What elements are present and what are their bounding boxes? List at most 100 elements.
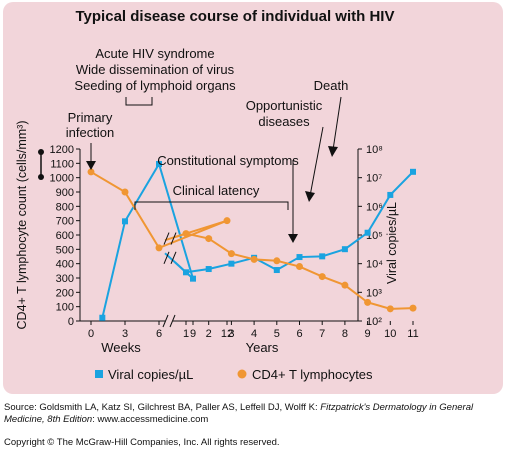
cd4-data-point [250, 255, 258, 263]
source-citation: Source: Goldsmith LA, Katz SI, Gilchrest… [4, 402, 504, 426]
left-tick-label: 700 [56, 216, 74, 228]
left-tick-label: 400 [56, 259, 74, 271]
left-tick-label: 600 [56, 230, 74, 242]
annotation-latency: Clinical latency [173, 183, 260, 198]
viral-data-point [190, 275, 196, 282]
annotation-opportunistic-2: diseases [258, 114, 310, 129]
viral-data-point [341, 246, 348, 253]
x-tick-label: 6 [156, 328, 162, 340]
cd4-data-point [155, 244, 163, 252]
line-break-mark [170, 251, 177, 264]
line-break-mark [170, 232, 177, 245]
x-segment-label-years: Years [246, 340, 279, 355]
viral-data-point [273, 267, 280, 274]
viral-data-point [183, 269, 189, 276]
right-tick-label: 10³ [366, 287, 382, 299]
x-tick-label: 9 [365, 328, 371, 340]
left-axis-label: CD4+ T lymphocyte count (cells/mm³) [15, 121, 29, 330]
line-break-mark [163, 251, 170, 264]
viral-data-point [296, 254, 303, 261]
left-tick-label: 800 [56, 201, 74, 213]
viral-data-point [410, 168, 416, 175]
annotation-acute-3: Seeding of lymphoid organs [74, 78, 236, 93]
constitutional-arrowhead [288, 234, 298, 243]
latency-bracket [134, 201, 289, 210]
x-tick-label: 6 [296, 328, 302, 340]
left-tick-label: 500 [56, 244, 74, 256]
x-tick-label: 5 [274, 328, 280, 340]
source-title: Fitzpatrick's Dermatology in General Med… [4, 402, 474, 425]
viral-data-point [99, 314, 106, 321]
acute-bracket [125, 97, 153, 106]
left-tick-label: 1000 [50, 173, 74, 185]
opportunistic-arrow-line [309, 126, 324, 197]
left-tick-label: 1100 [50, 158, 74, 170]
axis-key-dot [38, 149, 44, 155]
right-tick-label: 10⁴ [366, 259, 383, 271]
hiv-course-chart: 0100200300400500600700800900100011001200… [15, 46, 419, 382]
viral-data-point [387, 191, 394, 198]
x-tick-label: 0 [88, 328, 94, 340]
axes-layer: 0100200300400500600700800900100011001200… [15, 121, 419, 355]
cd4-data-point [227, 250, 235, 258]
legend-viral-swatch [95, 370, 103, 378]
annotation-primary-2: infection [66, 125, 114, 140]
cd4-data-point [205, 235, 213, 243]
death-arrowhead [328, 146, 338, 157]
x-tick-label: 10 [384, 328, 396, 340]
cd4-data-point [182, 230, 190, 238]
legend-cd4-label: CD4+ T lymphocytes [252, 367, 373, 382]
series-line [101, 161, 194, 318]
source-suffix: : www.accessmedicine.com [92, 414, 209, 425]
x-tick-label: 9 [190, 328, 196, 340]
annotation-acute-1: Acute HIV syndrome [95, 46, 214, 61]
legend-viral-label: Viral copies/µL [108, 367, 193, 382]
viral-data-point [156, 160, 162, 167]
x-tick-label: 2 [206, 328, 212, 340]
x-tick-label: 3 [228, 328, 234, 340]
x-tick-label: 11 [407, 328, 418, 340]
viral-data-point [364, 229, 371, 236]
x-axis-break-mark [169, 314, 176, 328]
x-tick-label: 7 [319, 328, 325, 340]
viral-data-point [228, 260, 235, 267]
cd4-data-point [409, 304, 417, 312]
cd4-data-point [386, 305, 394, 313]
death-arrow-line [332, 96, 342, 151]
x-tick-label: 3 [122, 328, 128, 340]
annotation-constitutional: Constitutional symptoms [157, 153, 299, 168]
right-axis-label: Viral copies/µL [385, 202, 399, 284]
source-prefix: Source: Goldsmith LA, Katz SI, Gilchrest… [4, 402, 321, 413]
left-tick-label: 900 [56, 187, 74, 199]
viral-data-point [205, 266, 212, 273]
copyright-notice: Copyright © The McGraw-Hill Companies, I… [4, 437, 280, 448]
annotation-death: Death [314, 78, 349, 93]
right-tick-label: 10⁸ [366, 144, 383, 156]
left-tick-label: 300 [56, 273, 74, 285]
axis-key-dot [38, 174, 44, 180]
right-tick-label: 10⁶ [366, 201, 383, 213]
cd4-data-point [223, 217, 231, 225]
x-tick-label: 12 [221, 328, 233, 340]
left-tick-label: 100 [56, 302, 74, 314]
left-tick-label: 200 [56, 287, 74, 299]
figure-panel [3, 2, 503, 394]
line-break-mark [163, 232, 170, 245]
x-axis-break-mark [162, 314, 169, 328]
chart-title: Typical disease course of individual wit… [75, 8, 395, 25]
x-tick-label: 8 [342, 328, 348, 340]
annotation-acute-2: Wide dissemination of virus [76, 62, 235, 77]
right-tick-label: 10² [366, 316, 382, 328]
left-tick-label: 0 [68, 316, 74, 328]
x-tick-label: 1 [183, 328, 189, 340]
primary-arrowhead [86, 161, 96, 170]
viral-data-point [319, 253, 326, 260]
legend-cd4-swatch [237, 369, 247, 379]
cd4-data-point [121, 188, 129, 196]
cd4-data-point [341, 281, 349, 289]
cd4-data-point [273, 257, 281, 265]
opportunistic-arrowhead [305, 191, 315, 202]
right-tick-label: 10⁷ [366, 173, 382, 185]
cd4-data-point [318, 273, 326, 281]
